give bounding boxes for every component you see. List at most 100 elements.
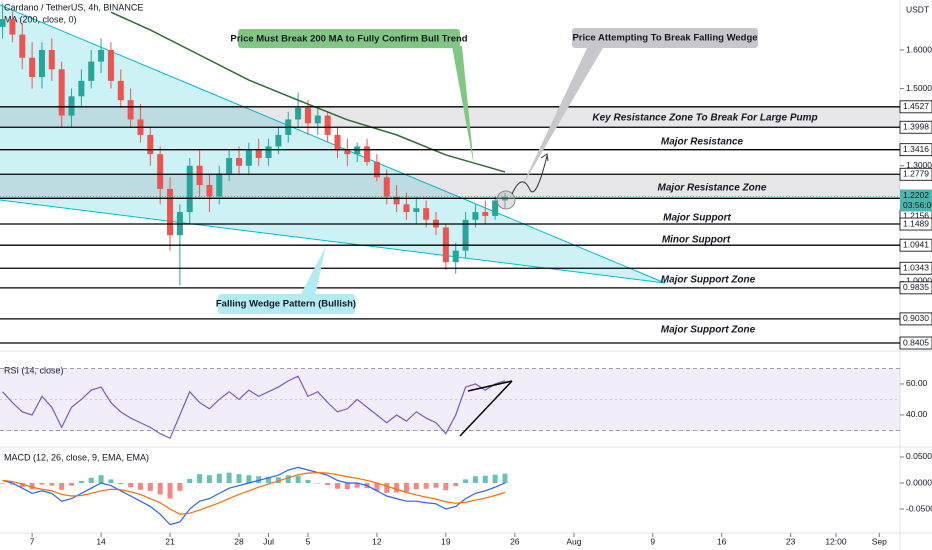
annotation-layer: Price Must Break 200 MA to Fully Confirm… <box>216 28 818 336</box>
macd-histogram-bar <box>108 479 114 484</box>
x-tick-label: Sep <box>872 536 887 546</box>
level-label-box <box>899 167 932 181</box>
macd-histogram-bar <box>49 483 55 486</box>
level-annotation: Major Support <box>663 213 731 224</box>
macd-histogram-bar <box>147 483 153 491</box>
candle-body <box>167 188 174 236</box>
callout-text: Falling Wedge Pattern (Bullish) <box>216 299 356 310</box>
candle-body <box>19 34 26 58</box>
level-annotation: Major Resistance <box>661 137 744 148</box>
level-label-box <box>899 120 932 134</box>
macd-histogram-bar <box>295 475 301 484</box>
callout-box <box>572 28 758 48</box>
x-tick-label: 26 <box>510 536 520 546</box>
callout-text: Price Must Break 200 MA to Fully Confirm… <box>230 34 467 45</box>
level-label-box <box>899 312 932 326</box>
macd-histogram-bar <box>216 473 222 484</box>
unit-label: USDT <box>906 4 929 14</box>
callout-box <box>218 294 355 314</box>
candle-body <box>472 212 479 220</box>
level-annotation: Key Resistance Zone To Break For Large P… <box>592 113 817 124</box>
current-price-label: 1.2202 <box>903 190 929 200</box>
candle-body <box>344 150 351 155</box>
candle-body <box>9 19 16 35</box>
macd-histogram-bar <box>492 474 498 484</box>
candle-body <box>127 100 134 120</box>
macd-histogram-bar <box>285 475 291 484</box>
macd-histogram-bar <box>443 483 449 491</box>
candle-body <box>216 173 223 197</box>
macd-histogram-bar <box>177 483 183 491</box>
macd-histogram-bar <box>275 477 281 484</box>
y-tick-label: 0.0000 <box>906 477 932 487</box>
macd-histogram-bar <box>39 483 45 485</box>
level-label: 0.9835 <box>903 282 929 292</box>
candle-body <box>0 19 6 27</box>
candle-body <box>383 177 390 197</box>
callout-pointer <box>300 246 326 296</box>
macd-histogram-bar <box>403 483 409 492</box>
level-label-box <box>899 261 932 275</box>
candle-body <box>107 50 114 81</box>
x-tick-label: 28 <box>234 536 244 546</box>
candle-body <box>452 250 459 263</box>
x-tick-label: 21 <box>165 536 175 546</box>
level-label: 1.1489 <box>903 218 929 228</box>
ma-legend: MA (200, close, 0) <box>4 14 77 24</box>
macd-histogram-bar <box>423 483 429 489</box>
candle-body <box>235 158 242 166</box>
y-tick-label: 40.00 <box>906 409 928 419</box>
moving-average <box>110 11 506 173</box>
callout-pointer <box>520 46 604 190</box>
y-tick-label: 0.0500 <box>906 451 932 461</box>
rsi-line <box>2 375 506 440</box>
level-label: 1.0343 <box>903 262 929 272</box>
macd-histogram-bar <box>394 483 400 493</box>
candle-body <box>492 200 499 216</box>
macd-histogram-bar <box>502 473 508 484</box>
candle-body <box>314 115 321 124</box>
candle-body <box>403 204 410 213</box>
rsi-trendline <box>467 380 513 392</box>
candle-body <box>265 146 272 159</box>
candle-body <box>324 115 331 135</box>
y-tick-label: 1.0000 <box>906 276 932 286</box>
level-label: 1.0941 <box>903 239 929 249</box>
level-label: 0.9030 <box>903 313 929 323</box>
candle-body <box>78 80 85 97</box>
macd-histogram-bar <box>374 483 380 491</box>
macd-histogram-bar <box>463 479 469 484</box>
candle-body <box>88 61 95 81</box>
x-tick-label: 14 <box>96 536 106 546</box>
macd-histogram-bar <box>335 483 340 489</box>
y-tick-label: 1.6000 <box>906 44 932 54</box>
callout-box <box>238 29 460 48</box>
macd-histogram-bar <box>98 475 104 484</box>
macd-histogram-bar <box>226 472 232 484</box>
candle-body <box>245 150 252 166</box>
x-tick-label: 12 <box>372 536 382 546</box>
macd-histogram-bar <box>128 483 134 488</box>
level-label-box <box>899 217 932 231</box>
macd-histogram-bar <box>19 483 25 488</box>
wedge-lower <box>0 199 666 284</box>
macd-histogram-bar <box>256 476 262 484</box>
candle-body <box>68 96 75 116</box>
level-label: 0.8405 <box>903 337 929 347</box>
candle-body <box>58 69 65 116</box>
macd-histogram-bar <box>197 474 203 484</box>
level-label: 1.3416 <box>903 144 929 154</box>
macd-histogram-bar <box>305 479 311 484</box>
macd-histogram-bar <box>413 483 419 490</box>
y-tick-label: 1.3000 <box>906 160 932 170</box>
macd-histogram-bar <box>88 477 94 484</box>
macd-histogram-bar <box>78 480 84 484</box>
breakout-circle <box>496 190 516 210</box>
level-annotation: Major Support Zone <box>661 325 756 336</box>
x-tick-label: Aug <box>566 536 581 546</box>
candle-body <box>117 80 124 101</box>
macd-histogram-bar <box>344 483 350 490</box>
candle-body <box>373 161 380 178</box>
macd-line <box>2 466 506 526</box>
